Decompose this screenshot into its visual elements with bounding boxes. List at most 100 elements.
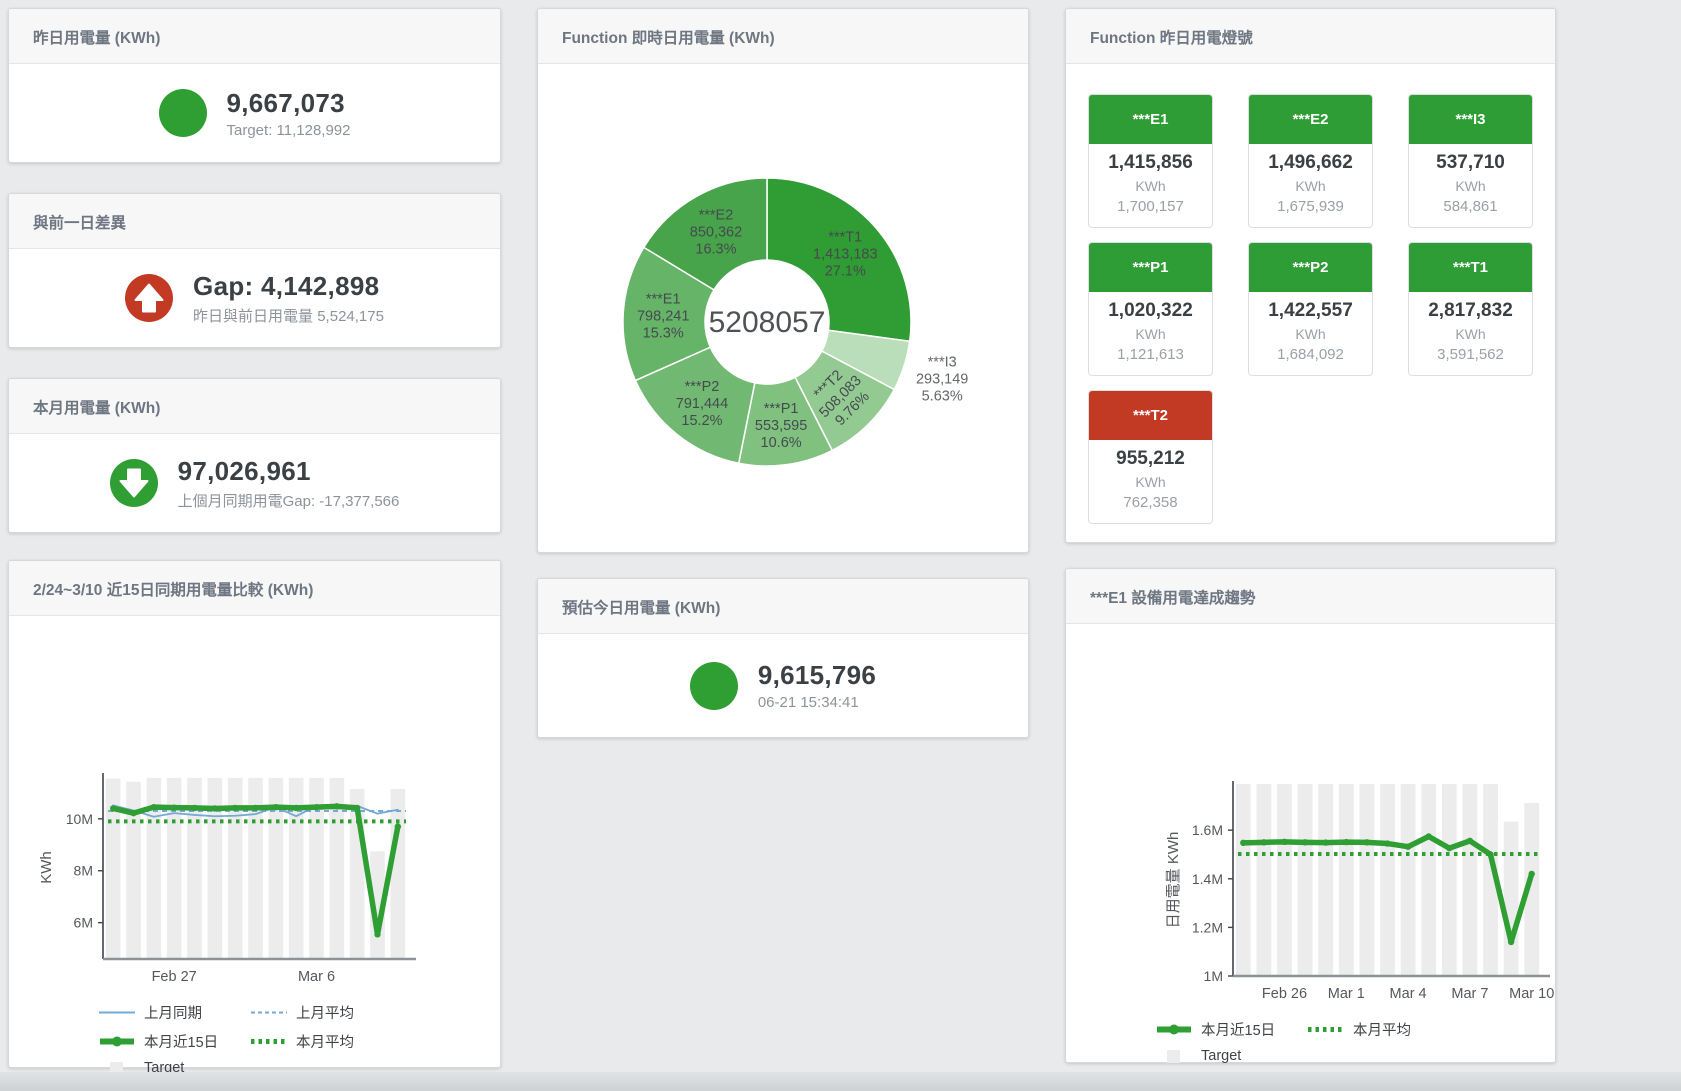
legend-label: 上月平均	[296, 1006, 354, 1022]
donut-center-total: 5208057	[709, 306, 826, 339]
kpi-text: 97,026,961 上個月同期用電Gap: -17,377,566	[178, 456, 400, 511]
y-tick-label: 6M	[74, 915, 93, 931]
legend-label: Target	[1201, 1048, 1242, 1064]
card-forecast-today: 預估今日用電量 (KWh) 9,615,796 06-21 15:34:41	[537, 578, 1029, 738]
target-bar	[390, 788, 406, 959]
tile-label: ***E2	[1249, 95, 1372, 144]
legend-label: 本月近15日	[1201, 1023, 1276, 1039]
legend-label: 本月近15日	[144, 1035, 219, 1051]
kpi-value: 9,667,073	[226, 87, 345, 118]
donut-label-E2: ***E2 850,362 16.3%	[690, 207, 742, 257]
card-15day-compare-chart: 2/24~3/10 近15日同期用電量比較 (KWh) 6M 8M 10M KWh Fe…	[8, 560, 501, 1076]
kpi-text: Gap: 4,142,898 昨日與前日用電量 5,524,175	[193, 271, 384, 326]
legend-item-本月平均[interactable]: 本月平均	[251, 1031, 354, 1052]
card-title-compare-chart: 2/24~3/10 近15日同期用電量比較 (KWh)	[9, 561, 500, 616]
kpi-body: 9,667,073 Target: 11,128,992	[9, 64, 500, 162]
tile-body: 537,710 KWh 584,861	[1409, 144, 1532, 227]
kpi-value: 9,615,796	[757, 660, 877, 690]
tile-label: ***P1	[1089, 243, 1212, 292]
x-tick-label: Feb 26	[1262, 986, 1307, 1002]
target-bar	[207, 777, 223, 959]
tile-unit: KWh	[1455, 326, 1486, 342]
tile-unit: KWh	[1295, 178, 1326, 194]
legend-item-Target[interactable]: Target	[1156, 1048, 1241, 1064]
status-tile-T1: ***T1 2,817,832 KWh 3,591,562	[1408, 242, 1533, 376]
tile-unit: KWh	[1135, 178, 1166, 194]
legend-row: 上月同期 上月平均	[99, 1002, 500, 1023]
kpi-text: 9,615,796 06-21 15:34:41	[758, 660, 876, 711]
tile-label: ***E1	[1089, 95, 1212, 144]
legend-item-本月近15日[interactable]: 本月近15日	[99, 1031, 251, 1052]
y-axis-label: 日用電量 KWh	[1165, 832, 1182, 929]
tile-body: 955,212 KWh 762,358	[1089, 440, 1212, 523]
donut-label-P2: ***P2 791,444 15.2%	[676, 379, 728, 429]
tile-target: 1,700,157	[1117, 198, 1184, 215]
legend-label: 本月平均	[1353, 1023, 1411, 1039]
x-tick-label: Mar 7	[1451, 986, 1488, 1002]
target-bar	[1277, 784, 1292, 976]
y-tick-label: 8M	[74, 863, 93, 879]
tile-value: 1,415,856	[1108, 152, 1193, 173]
status-tile-T2: ***T2 955,212 KWh 762,358	[1088, 390, 1213, 524]
legend-marker-square-icon	[1167, 1049, 1180, 1063]
target-bar	[309, 777, 324, 959]
kpi-subtitle: 昨日與前日用電量 5,524,175	[193, 307, 384, 325]
card-realtime-donut: Function 即時日用電量 (KWh) ***T1 1,413,183 27.1…	[537, 8, 1029, 553]
arrow-down-circle-icon	[109, 459, 158, 507]
legend-marker-solid-thin-icon	[99, 1011, 135, 1014]
status-tile-P2: ***P2 1,422,557 KWh 1,684,092	[1248, 242, 1373, 376]
legend-item-本月近15日[interactable]: 本月近15日	[1156, 1019, 1308, 1040]
target-bar	[370, 851, 385, 959]
tile-target: 3,591,562	[1437, 346, 1504, 363]
card-title-status-board: Function 昨日用電燈號	[1066, 9, 1555, 64]
target-bar	[1297, 784, 1313, 976]
tile-target: 1,675,939	[1277, 198, 1344, 215]
tile-body: 1,496,662 KWh 1,675,939	[1249, 144, 1372, 227]
status-circle-icon	[689, 661, 738, 710]
x-tick-label: Feb 27	[152, 969, 197, 985]
y-tick-label: 1.4M	[1192, 871, 1223, 887]
y-tick-label: 10M	[66, 811, 93, 827]
x-tick-label: Mar 4	[1390, 986, 1427, 1002]
target-bar	[1503, 821, 1519, 976]
legend-marker-dotted-icon	[1308, 1027, 1344, 1032]
status-tile-grid: ***E1 1,415,856 KWh 1,700,157 ***E2 1,496,662…	[1066, 64, 1555, 554]
target-bar	[1359, 784, 1375, 976]
e1-trend-chart-legend: 本月近15日 本月平均 Target	[1156, 1019, 1555, 1064]
kpi-body: Gap: 4,142,898 昨日與前日用電量 5,524,175	[9, 249, 500, 347]
donut-slice-T1[interactable]	[766, 177, 912, 343]
left-column: 昨日用電量 (KWh) 9,667,073 Target: 11,128,992…	[8, 8, 501, 1076]
target-bar	[1380, 784, 1395, 976]
tile-value: 2,817,832	[1428, 300, 1513, 321]
legend-item-上月平均[interactable]: 上月平均	[251, 1002, 354, 1023]
legend-marker-dashed-icon	[251, 1011, 287, 1014]
kpi-value: Gap: 4,142,898	[193, 270, 380, 301]
legend-item-本月平均[interactable]: 本月平均	[1308, 1019, 1411, 1040]
target-bar	[1421, 784, 1437, 976]
tile-label: ***T2	[1089, 391, 1212, 440]
kpi-body: 9,615,796 06-21 15:34:41	[538, 634, 1028, 737]
x-tick-label: Mar 1	[1328, 986, 1365, 1002]
donut-label-P1: ***P1 553,595 10.6%	[755, 401, 807, 451]
legend-marker-solid-thick-icon	[1157, 1024, 1191, 1035]
card-status-board: Function 昨日用電燈號 ***E1 1,415,856 KWh 1,700,1…	[1065, 8, 1556, 543]
card-title-donut: Function 即時日用電量 (KWh)	[538, 9, 1028, 64]
donut-slice-E2[interactable]	[642, 177, 768, 291]
target-bar	[126, 781, 141, 959]
tile-value: 955,212	[1116, 448, 1185, 469]
card-title-forecast: 預估今日用電量 (KWh)	[538, 579, 1028, 634]
compare-chart-plot: 6M 8M 10M KWh Feb 27 Mar 6	[9, 616, 500, 998]
middle-column: Function 即時日用電量 (KWh) ***T1 1,413,183 27.1…	[537, 8, 1029, 738]
target-bar	[1400, 784, 1416, 976]
target-bar	[1235, 784, 1251, 976]
tile-unit: KWh	[1295, 326, 1326, 342]
tile-value: 1,496,662	[1268, 152, 1353, 173]
kpi-body: 97,026,961 上個月同期用電Gap: -17,377,566	[9, 434, 500, 532]
kpi-value: 97,026,961	[177, 455, 311, 486]
card-yesterday-usage: 昨日用電量 (KWh) 9,667,073 Target: 11,128,992	[8, 8, 501, 163]
compare-chart-legend: 上月同期 上月平均 本月近15日 本月平均 Target	[99, 1002, 500, 1076]
legend-row: Target	[1156, 1048, 1555, 1064]
legend-marker-square-icon	[110, 1061, 123, 1075]
legend-item-上月同期[interactable]: 上月同期	[99, 1002, 251, 1023]
right-column: Function 昨日用電燈號 ***E1 1,415,856 KWh 1,700,1…	[1065, 8, 1556, 1064]
